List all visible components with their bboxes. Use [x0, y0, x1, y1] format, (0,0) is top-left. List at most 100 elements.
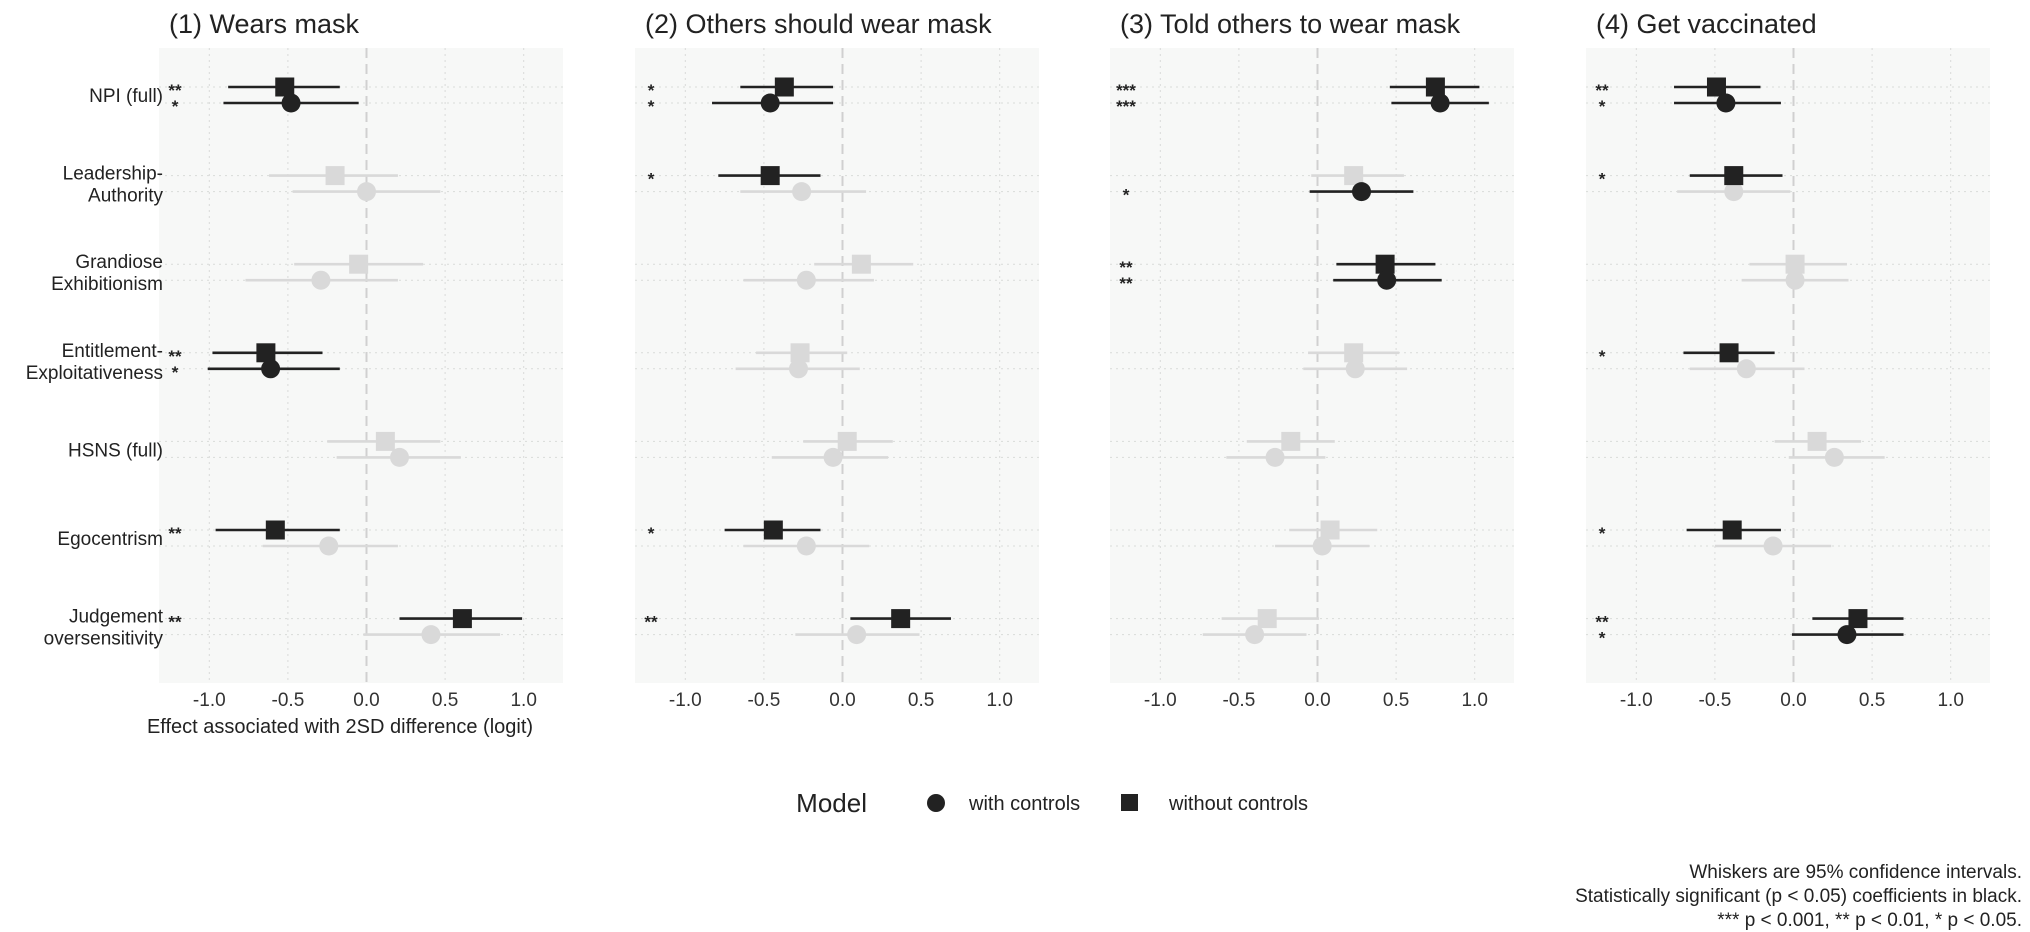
estimate-circle-with-controls — [319, 536, 339, 556]
y-label-line: oversensitivity — [44, 629, 164, 650]
panel-title: (4) Get vaccinated — [1596, 9, 1817, 39]
estimate-circle-with-controls — [847, 625, 867, 645]
x-tick-label: 0.0 — [1780, 690, 1806, 711]
estimate-square-without-controls — [891, 609, 911, 629]
panel-title: (2) Others should wear mask — [645, 9, 992, 39]
caption-line-1: Whiskers are 95% confidence intervals. — [1689, 862, 2022, 883]
x-tick-label: -1.0 — [193, 690, 226, 711]
significance-stars: ** — [1595, 81, 1609, 100]
estimate-square-without-controls — [1719, 343, 1739, 363]
panel-4: (4) Get vaccinated-1.0 -0.5 0.0 0.5 1.0*****… — [1586, 9, 1990, 711]
estimate-circle-with-controls — [1837, 625, 1857, 645]
panel-1: (1) Wears mask-1.0 -0.5 0.0 0.5 1.0*********… — [159, 9, 563, 711]
y-label-line: Grandiose — [75, 252, 163, 273]
estimate-square-without-controls — [325, 166, 345, 186]
significance-stars: ** — [168, 347, 182, 366]
significance-stars: * — [1599, 629, 1606, 648]
legend: Model with controls without controls — [796, 788, 1308, 818]
estimate-circle-with-controls — [1245, 625, 1265, 645]
significance-stars: * — [172, 97, 179, 116]
y-label-line: Egocentrism — [57, 529, 163, 550]
estimate-circle-with-controls — [421, 625, 441, 645]
estimate-circle-with-controls — [796, 270, 816, 290]
panel-3: (3) Told others to wear mask -1.0 -0.5 0.0 0… — [1110, 9, 1514, 711]
x-tick-label: 0.5 — [432, 690, 458, 711]
estimate-circle-with-controls — [1824, 447, 1844, 467]
significance-stars: ** — [644, 613, 658, 632]
significance-stars: ** — [168, 613, 182, 632]
x-tick-label: -0.5 — [1699, 690, 1732, 711]
estimate-square-without-controls — [760, 166, 780, 186]
panel-title: (3) Told others to wear mask — [1120, 9, 1461, 39]
panel-background — [1586, 48, 1990, 683]
estimate-circle-with-controls — [1763, 536, 1783, 556]
y-label-line: NPI (full) — [89, 86, 163, 107]
x-tick-label: -0.5 — [272, 690, 305, 711]
significance-stars: * — [648, 170, 655, 189]
estimate-circle-with-controls — [1724, 182, 1744, 202]
panel-title: (1) Wears mask — [169, 9, 360, 39]
panel-background — [635, 48, 1039, 683]
legend-marker-without-controls — [1121, 794, 1138, 811]
significance-stars: * — [1599, 524, 1606, 543]
significance-stars: * — [1599, 170, 1606, 189]
estimate-circle-with-controls — [1312, 536, 1332, 556]
estimate-circle-with-controls — [1716, 93, 1736, 113]
estimate-circle-with-controls — [1377, 270, 1397, 290]
y-label-predictor: Judgement oversensitivity — [44, 607, 164, 650]
y-label-line: Entitlement- — [62, 341, 163, 362]
estimate-square-without-controls — [837, 431, 857, 451]
estimate-circle-with-controls — [1736, 359, 1756, 379]
estimate-square-without-controls — [275, 77, 295, 97]
estimate-square-without-controls — [1257, 609, 1277, 629]
estimate-square-without-controls — [851, 254, 871, 274]
significance-stars: ** — [1119, 274, 1133, 293]
estimate-square-without-controls — [256, 343, 276, 363]
significance-stars: * — [172, 363, 179, 382]
y-label-line: Authority — [88, 186, 163, 207]
significance-stars: ** — [1595, 613, 1609, 632]
estimate-square-without-controls — [763, 520, 783, 540]
estimate-square-without-controls — [790, 343, 810, 363]
estimate-square-without-controls — [375, 431, 395, 451]
y-label-predictor: Leadership-Authority — [63, 164, 164, 207]
estimate-circle-with-controls — [792, 182, 812, 202]
y-label-line: HSNS (full) — [68, 440, 163, 461]
estimate-square-without-controls — [1724, 166, 1744, 186]
x-tick-label: 0.0 — [353, 690, 379, 711]
estimate-square-without-controls — [1785, 254, 1805, 274]
estimate-circle-with-controls — [823, 447, 843, 467]
x-tick-label: 0.5 — [1383, 690, 1409, 711]
estimate-square-without-controls — [1706, 77, 1726, 97]
estimate-square-without-controls — [1375, 254, 1395, 274]
legend-label-with-controls: with controls — [968, 793, 1080, 815]
estimate-circle-with-controls — [1430, 93, 1450, 113]
significance-stars: ** — [168, 524, 182, 543]
significance-stars: * — [648, 524, 655, 543]
x-axis-label: Effect associated with 2SD difference (l… — [147, 716, 533, 738]
legend-label-without-controls: without controls — [1168, 793, 1308, 815]
estimate-circle-with-controls — [796, 536, 816, 556]
y-label-line: Judgement — [69, 607, 164, 628]
y-label-line: Leadership- — [63, 164, 163, 185]
panel-2: (2) Others should wear mask -1.0 -0.5 0.0 0.… — [635, 9, 1039, 711]
estimate-square-without-controls — [1425, 77, 1445, 97]
estimate-circle-with-controls — [261, 359, 281, 379]
x-tick-label: 1.0 — [986, 690, 1012, 711]
panel-background — [159, 48, 563, 683]
x-tick-label: -0.5 — [748, 690, 781, 711]
significance-stars: *** — [1116, 81, 1136, 100]
estimate-square-without-controls — [1320, 520, 1340, 540]
estimate-circle-with-controls — [390, 447, 410, 467]
significance-stars: * — [1123, 186, 1130, 205]
y-label-line: Exhibitionism — [51, 274, 163, 295]
y-label-line: Exploitativeness — [26, 363, 163, 384]
y-label-predictor: Egocentrism — [57, 529, 163, 550]
caption-line-3: *** p < 0.001, ** p < 0.01, * p < 0.05. — [1717, 910, 2022, 931]
caption: Whiskers are 95% confidence intervals. S… — [1575, 862, 2022, 931]
significance-stars: ** — [1119, 258, 1133, 277]
estimate-circle-with-controls — [1265, 447, 1285, 467]
estimate-square-without-controls — [1281, 431, 1301, 451]
